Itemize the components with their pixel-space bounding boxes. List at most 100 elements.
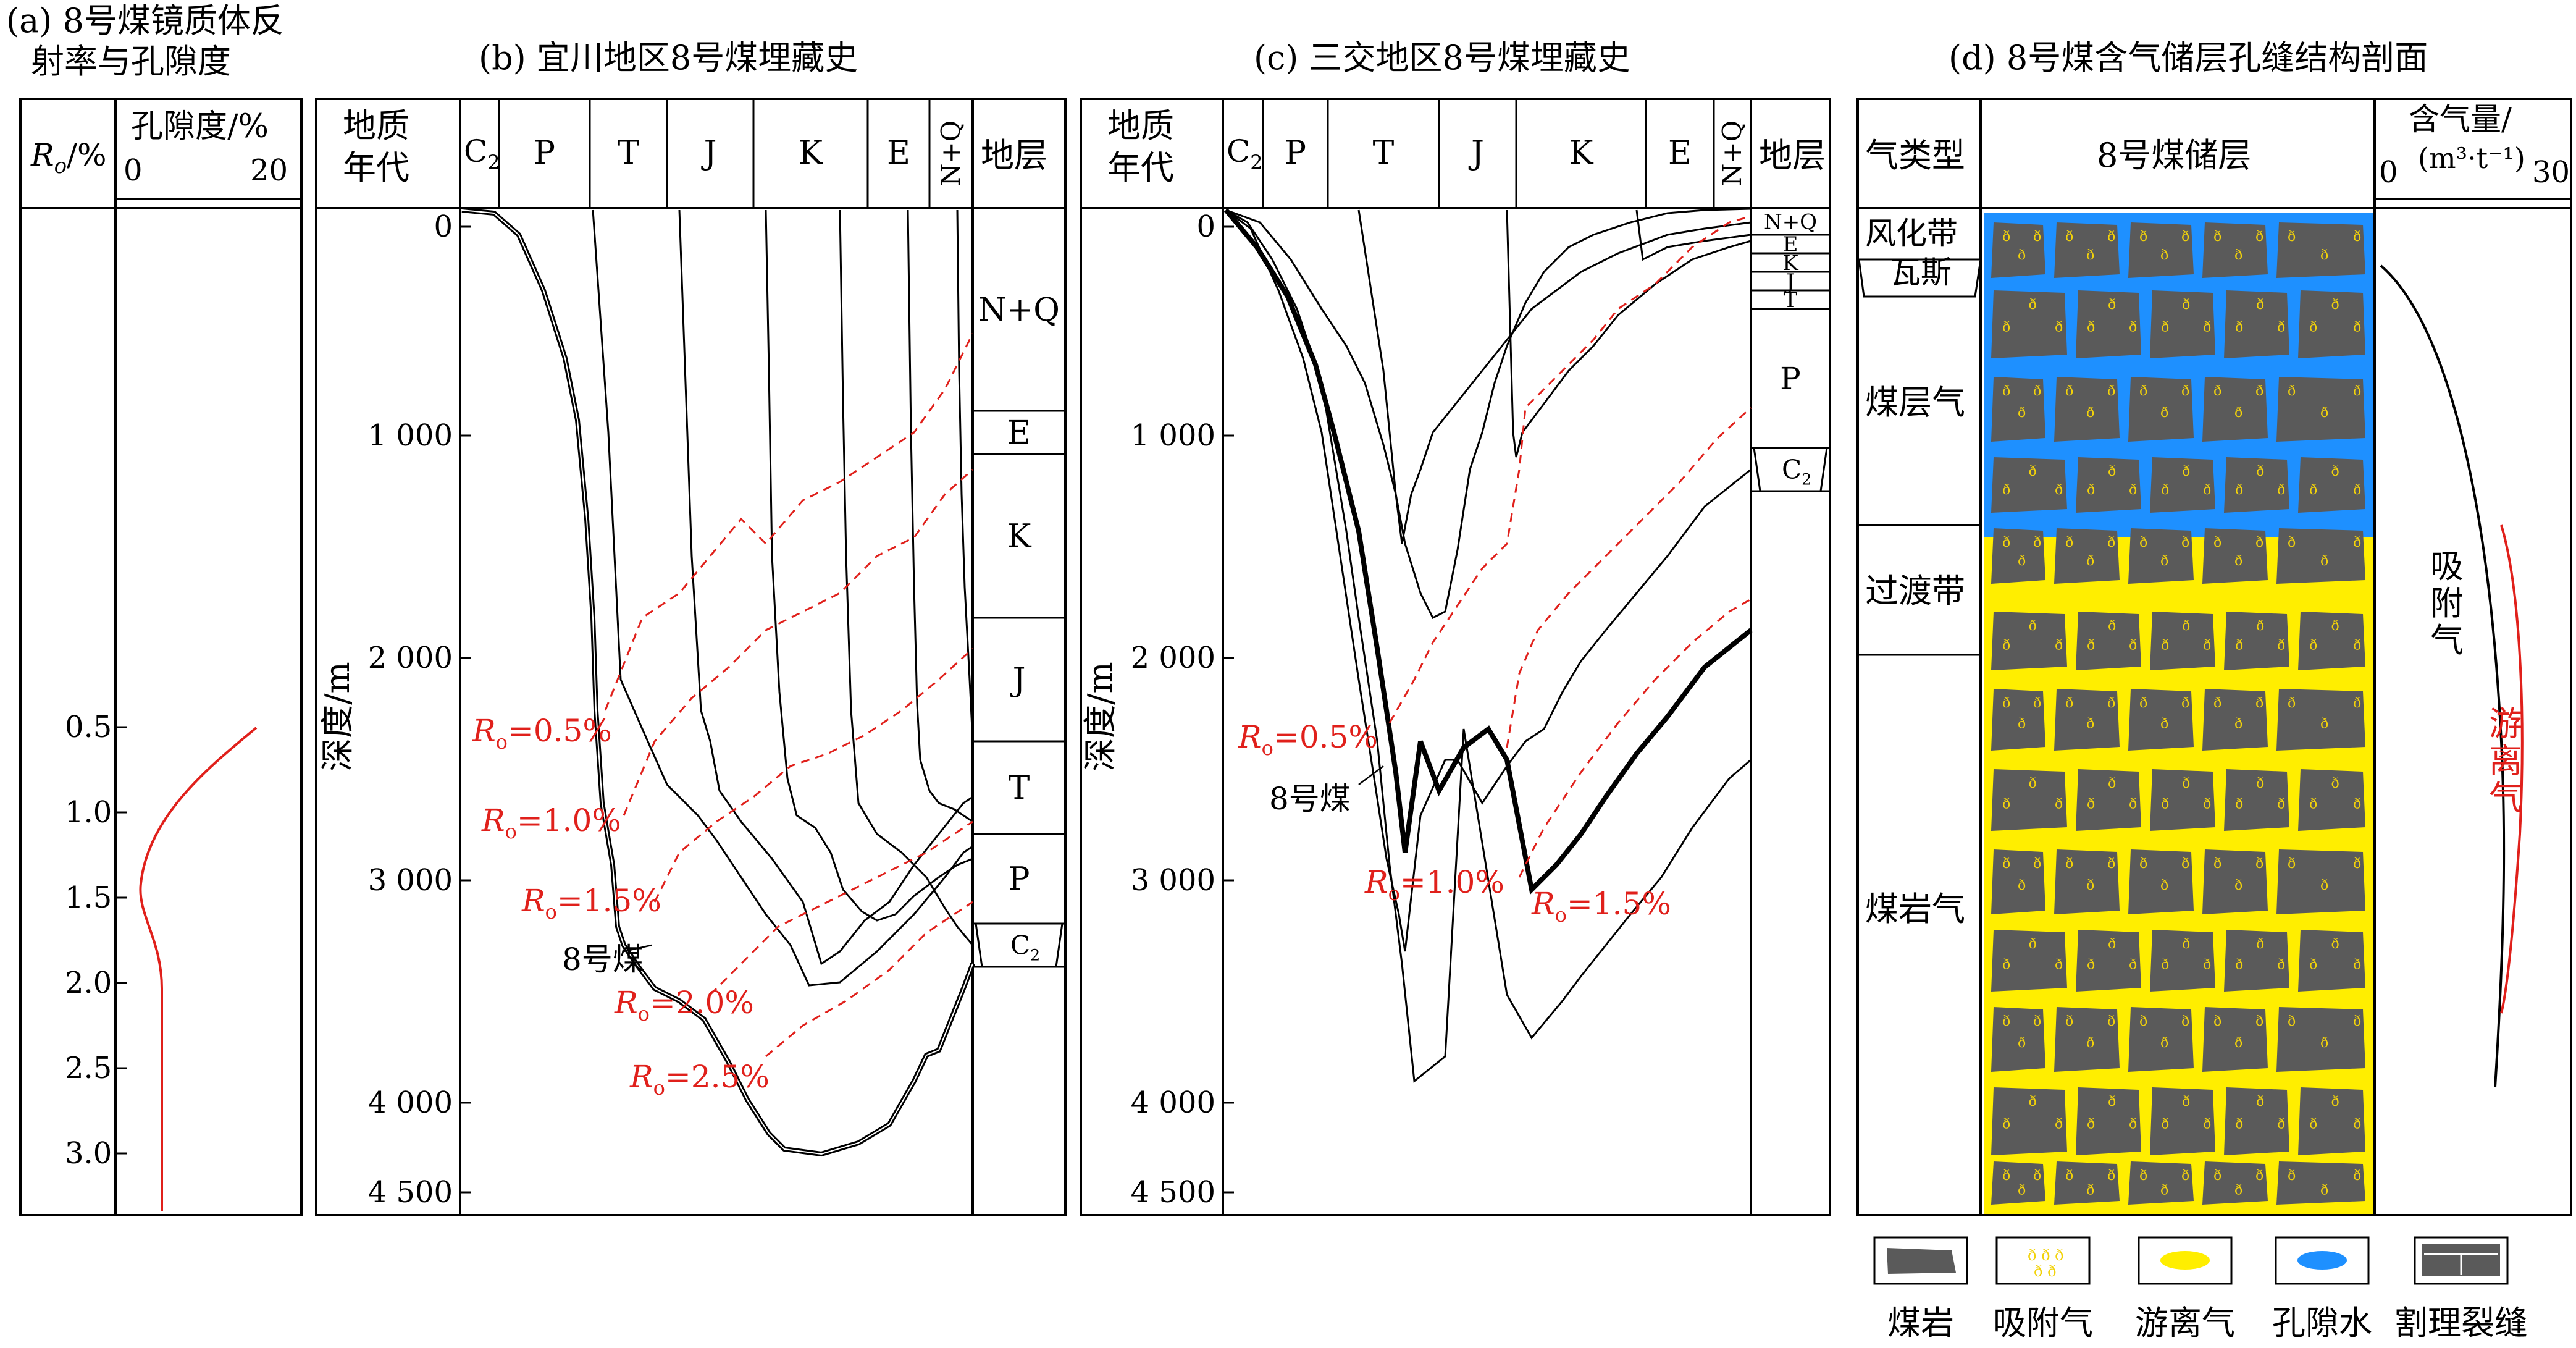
adsorbed-gas-dot: ð (2320, 878, 2328, 893)
adsorbed-gas-dot: ð (2234, 1035, 2242, 1051)
coal-block (2150, 290, 2215, 358)
adsorbed-label-2: 附 (2430, 584, 2464, 623)
adsorbed-gas-dot: ð (2160, 248, 2168, 263)
porosity-scale-max: 20 (250, 153, 288, 188)
coal-block (2076, 457, 2141, 513)
coal-block (2202, 689, 2268, 751)
adsorbed-gas-dot: ð (2182, 776, 2190, 791)
adsorbed-gas-dot: ð (2160, 716, 2168, 731)
panel-b-age-columns: C2 P T J K E N+Q (464, 99, 974, 208)
coal-block (1991, 1087, 2067, 1155)
adsorbed-gas-dot: ð (2353, 957, 2361, 972)
adsorbed-gas-dot: ð (2108, 776, 2116, 791)
porosity-scale-min: 0 (124, 153, 143, 188)
panel-c: (c) 三交地区8号煤埋藏史 地质 年代 地层 C2 P T J K E N+Q N+QEK… (1080, 38, 1831, 1216)
depth-tick-label: 4 000 (1131, 1085, 1215, 1120)
panel-a-frame (19, 98, 303, 1216)
depth-tick-label: 0 (434, 209, 453, 244)
adsorbed-gas-dot: ð (2086, 554, 2094, 569)
coal-block (2128, 377, 2194, 442)
ro-tick-label: 3.0 (65, 1136, 112, 1171)
adsorbed-gas-dot: ð (2203, 1117, 2211, 1132)
adsorbed-gas-dot: ð (2234, 248, 2242, 263)
coal-block (1991, 457, 2067, 513)
age-label: K (799, 135, 823, 172)
zone-weathered: 风化带 (1865, 216, 1958, 251)
adsorbed-gas-dot: ð (2129, 796, 2137, 812)
adsorbed-gas-dot: ð (2055, 1117, 2063, 1132)
adsorbed-gas-dot: ð (2255, 696, 2263, 711)
coal-block (2054, 1161, 2120, 1205)
gas-content-header-2: (m³·t⁻¹) (2418, 141, 2525, 175)
adsorbed-gas-dot: ð (2181, 1168, 2189, 1184)
coal-block (2202, 377, 2268, 442)
age-label: J (1468, 135, 1484, 172)
panel-c-curve-6 (1635, 209, 1752, 261)
strata-label: K (1007, 518, 1032, 555)
coal-block (2276, 528, 2365, 584)
coal-block (2224, 612, 2289, 670)
ro-label: Ro=0.5% (472, 713, 612, 754)
coal-block (1991, 612, 2067, 670)
panel-c-curve-2 (1225, 209, 1752, 952)
adsorbed-gas-dot: ð (2033, 535, 2041, 550)
adsorbed-gas-dot: ð (2033, 1014, 2041, 1029)
adsorbed-gas-dot: ð (2203, 638, 2211, 654)
depth-tick-label: 4 500 (368, 1175, 453, 1210)
age-label: T (618, 135, 639, 172)
adsorbed-gas-dot: ð (2353, 229, 2361, 245)
coal-block (2076, 1087, 2141, 1155)
ro-label: Ro=0.5% (1238, 719, 1378, 760)
free-label-3: 气 (2489, 778, 2522, 817)
zone-divider-top (1858, 258, 1982, 298)
porosity-header: 孔隙度/% (131, 108, 269, 145)
adsorbed-gas-dot: ð (2002, 957, 2010, 972)
zone-cbm: 煤层气 (1865, 383, 1965, 422)
adsorbed-gas-dot: ð (2108, 297, 2116, 313)
adsorbed-gas-dot: ð (2108, 1094, 2116, 1110)
adsorbed-gas-dot: ð (2086, 1182, 2094, 1198)
panel-b-frame (315, 98, 1067, 1216)
coal-block (2276, 1161, 2365, 1205)
panel-c-ro-isoline-1-5 (1518, 598, 1752, 878)
depth-tick-label: 2 000 (368, 641, 453, 675)
age-label: C2 (464, 133, 500, 174)
free-label-2: 离 (2489, 741, 2522, 780)
coal-block (1991, 689, 2045, 751)
legend-label: 煤岩 (1887, 1304, 1954, 1342)
adsorbed-gas-dot: ð (2309, 320, 2317, 335)
adsorbed-gas-dot: ð (2213, 1168, 2221, 1184)
coal-block (2128, 1161, 2194, 1205)
adsorbed-gas-dot: ð (2139, 696, 2147, 711)
strata-label: P (1009, 861, 1030, 898)
adsorbed-gas-dot: ð (2065, 696, 2073, 711)
adsorbed-gas-dot: ð (2182, 297, 2190, 313)
free-label-1: 游 (2489, 704, 2522, 743)
adsorbed-gas-dot: ð (2108, 618, 2116, 634)
adsorbed-gas-dot: ð (2288, 384, 2296, 399)
adsorbed-gas-curve (2380, 264, 2506, 1088)
adsorbed-gas-dot: ð (2181, 856, 2189, 872)
coal-block (2128, 1007, 2194, 1072)
strata-label: K (1782, 251, 1798, 276)
panel-a-title-line2: 射率与孔隙度 (31, 42, 231, 81)
coal-block (2276, 222, 2365, 278)
coal-block (2202, 222, 2268, 278)
coal-block (2054, 1007, 2120, 1072)
coal-block (2276, 689, 2365, 751)
adsorbed-gas-dot: ð (2160, 1182, 2168, 1198)
coal-block (2276, 1007, 2365, 1072)
zone-coal-rock-gas: 煤岩气 (1865, 890, 1965, 929)
age-label: N+Q (936, 120, 966, 186)
adsorbed-gas-dot: ð (2139, 1168, 2147, 1184)
coal-block (2150, 612, 2215, 670)
adsorbed-gas-dot: ð (2086, 878, 2094, 893)
panel-c-ro-isoline-1-0 (1506, 407, 1752, 748)
panel-b-strata-header: 地层 (981, 136, 1047, 175)
adsorbed-gas-dot: ð (2213, 384, 2221, 399)
coal-rock-icon (1873, 1236, 1968, 1285)
panel-c-coal-label: 8号煤 (1269, 781, 1351, 817)
ro-isoline-2-0 (709, 820, 973, 996)
